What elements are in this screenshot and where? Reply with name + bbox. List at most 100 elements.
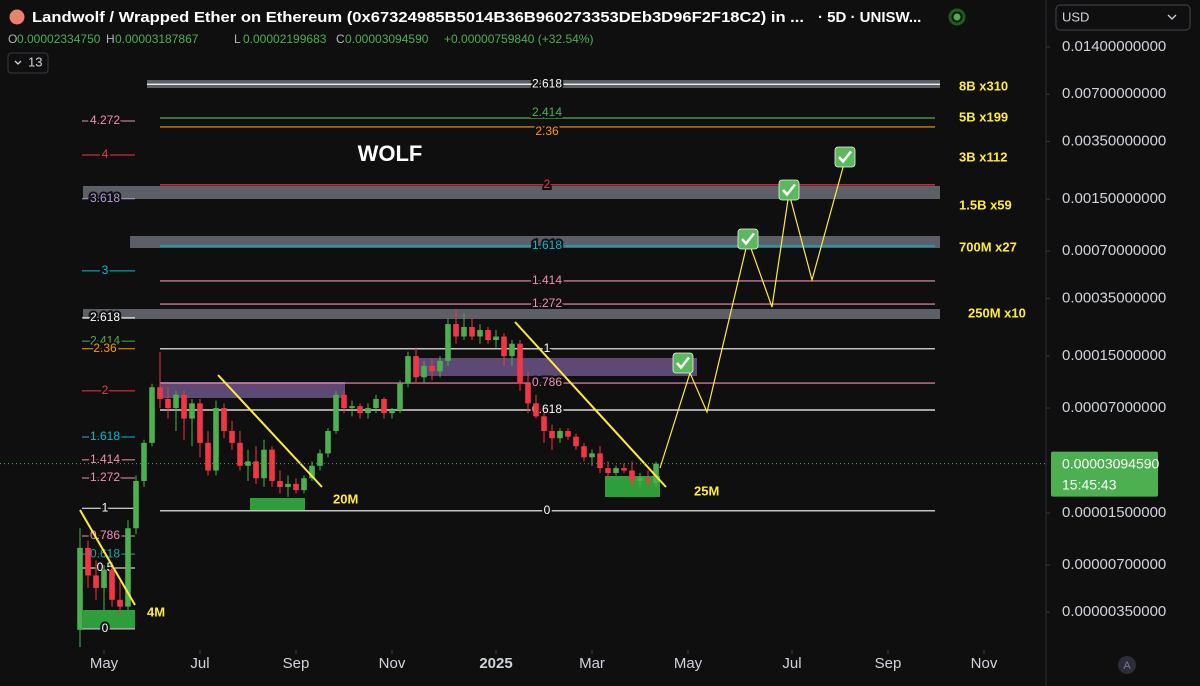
candle-body xyxy=(125,528,131,607)
candle-body xyxy=(285,483,291,487)
y-tick-label: 0.00150000000 xyxy=(1062,190,1166,207)
candle-body xyxy=(461,326,467,337)
auto-scale-button[interactable] xyxy=(1118,656,1136,674)
candle-body xyxy=(453,324,459,337)
y-tick-label: 0.00035000000 xyxy=(1062,289,1166,306)
candle-body xyxy=(653,463,659,483)
candle-body xyxy=(517,343,523,384)
candle-body xyxy=(365,408,371,414)
x-tick-label: Nov xyxy=(379,655,406,672)
candle-body xyxy=(437,360,443,372)
accumulation-box xyxy=(250,498,305,510)
candle-body xyxy=(477,330,483,337)
candle-body xyxy=(333,394,339,431)
x-tick-label: Mar xyxy=(579,655,605,672)
chevron-icon xyxy=(1167,14,1177,20)
fib-label: 1.272 xyxy=(532,296,562,310)
candle-body xyxy=(349,406,355,409)
check-mark xyxy=(782,183,796,197)
x-tick-label: Sep xyxy=(283,655,310,672)
candle-body xyxy=(173,394,179,409)
currency-label: USD xyxy=(1062,9,1089,24)
fib-label: 2 xyxy=(544,177,551,191)
candle-body xyxy=(485,330,491,341)
candle-body xyxy=(565,430,571,437)
legend-value: 0.00003187867 xyxy=(115,32,199,46)
candle-body xyxy=(397,383,403,411)
candle-body xyxy=(445,324,451,361)
candle-body xyxy=(557,430,563,439)
x-tick-label: Jul xyxy=(190,655,209,672)
y-tick-label: 0.00000350000 xyxy=(1062,603,1166,620)
y-tick-label: 0.00015000000 xyxy=(1062,347,1166,364)
fib-label: 2.36 xyxy=(93,341,117,355)
zone-band xyxy=(130,236,940,248)
candle-body xyxy=(405,356,411,384)
candle-body xyxy=(165,398,171,409)
candle-body xyxy=(77,547,83,630)
candle-body xyxy=(149,387,155,443)
candle-body xyxy=(85,547,91,576)
target-label: 3B x112 xyxy=(959,149,1007,164)
fib-label: 0 xyxy=(102,621,109,635)
zone-band xyxy=(83,186,940,199)
candle-body xyxy=(301,478,307,491)
drawings xyxy=(79,159,846,606)
fib-label: 1.618 xyxy=(532,238,562,252)
y-tick-label: 0.00007000000 xyxy=(1062,399,1166,416)
x-tick-label: Nov xyxy=(971,655,998,672)
candle-body xyxy=(549,430,555,439)
candle-body xyxy=(413,356,419,378)
y-tick-label: 0.00700000000 xyxy=(1062,85,1166,102)
legend-key: H xyxy=(106,32,115,46)
candle-body xyxy=(101,570,107,588)
indicator-toggle[interactable] xyxy=(7,52,49,74)
candle-body xyxy=(581,446,587,458)
legend-change: +0.00000759840 (+32.54%) xyxy=(444,32,593,46)
legend-key: O xyxy=(8,32,17,46)
zone-band xyxy=(83,309,940,319)
accumulation-box xyxy=(83,610,135,628)
candle-body xyxy=(429,365,435,372)
fib-label: 4.272 xyxy=(90,113,120,127)
candle-body xyxy=(317,453,323,466)
legend-key: L xyxy=(234,32,241,46)
x-tick-label: Jul xyxy=(782,655,801,672)
trend-line xyxy=(217,374,323,488)
trend-line xyxy=(79,509,136,606)
target-label: 250M x10 xyxy=(968,305,1026,320)
target-label: 700M x27 xyxy=(959,239,1017,254)
last-price-box xyxy=(1051,451,1158,497)
candle-body xyxy=(117,599,123,607)
candle-body xyxy=(141,442,147,482)
candle-body xyxy=(237,442,243,466)
header: Landwolf / Wrapped Ether on Ethereum (0x… xyxy=(7,4,1191,674)
candle-body xyxy=(277,481,283,487)
candle-body xyxy=(637,478,643,482)
candle-body xyxy=(325,430,331,454)
currency-select[interactable] xyxy=(1055,4,1191,31)
note-label: WOLF xyxy=(358,141,423,166)
candle-body xyxy=(645,478,651,482)
axes: 0.01400000000 0.00700000000 0.00350000000 0… xyxy=(0,38,1166,672)
y-tick-label: 0.00070000000 xyxy=(1062,242,1166,259)
fib-label: 4 xyxy=(102,147,109,161)
fib-label: 1.414 xyxy=(90,452,120,466)
candle-body xyxy=(157,387,163,399)
candle-body xyxy=(541,416,547,431)
fib-levels: 2.6182.4142.3621.6181.4141.27210.7860.61… xyxy=(82,74,940,637)
candle-body xyxy=(629,470,635,482)
indicator-count: 13 xyxy=(28,54,42,69)
candle-body xyxy=(189,403,195,419)
status-dot xyxy=(953,13,961,21)
check-mark xyxy=(676,356,690,370)
candle-body xyxy=(373,398,379,409)
candle-body xyxy=(357,406,363,414)
fib-label: 0.786 xyxy=(532,375,562,389)
candle-body xyxy=(469,326,475,337)
fib-label: 2.36 xyxy=(535,124,559,138)
x-tick-label: Sep xyxy=(875,655,902,672)
fib-label: 1.618 xyxy=(90,429,120,443)
